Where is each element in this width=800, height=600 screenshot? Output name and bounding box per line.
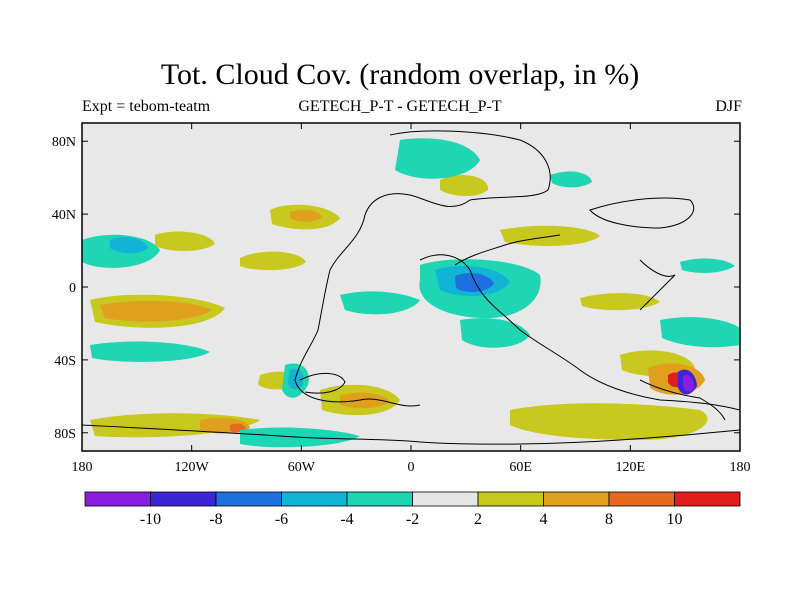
colorbar-label: -6 (275, 511, 288, 528)
colorbar-swatch (150, 491, 217, 507)
colorbar-label: -10 (140, 511, 161, 528)
colorbar-swatch (215, 491, 282, 507)
negative-anomaly-region (680, 258, 735, 273)
positive-anomaly-region (155, 231, 215, 251)
lat-tick-label: 40N (52, 208, 76, 223)
colorbar-swatch (281, 491, 348, 507)
positive-anomaly-region (510, 403, 708, 440)
coastline (639, 379, 726, 421)
coastline (299, 373, 346, 394)
lat-tick-label: 40S (54, 354, 76, 369)
colorbar-swatch (674, 491, 741, 507)
negative-anomaly-region-strong (288, 368, 304, 390)
colorbar-swatch (543, 491, 610, 507)
colorbar: -10 -8 -6 -4 -2 2 4 8 10 (84, 491, 741, 528)
coastline (454, 234, 561, 266)
colorbar-swatch (412, 491, 479, 507)
colorbar-label: 8 (605, 511, 613, 528)
coastline (639, 259, 676, 311)
coastline (419, 254, 740, 411)
negative-anomaly-region (460, 318, 530, 348)
chart-title: Tot. Cloud Cov. (random overlap, in %) (160, 58, 640, 91)
lon-tick-label: 180 (730, 460, 751, 475)
lon-tick-label: 60W (288, 460, 316, 475)
axis-ticks: 180 120W 60W 0 60E 120E 180 80N 40N 0 40S 80S (52, 123, 751, 475)
positive-anomaly-region-strong (100, 300, 212, 322)
colorbar-swatch (346, 491, 413, 507)
season-label: DJF (715, 98, 742, 115)
negative-anomaly-region (395, 138, 480, 179)
negative-anomaly-peak (683, 374, 694, 392)
lon-tick-label: 60E (509, 460, 532, 475)
experiment-label: Expt = tebom-teatm (82, 98, 211, 115)
negative-anomaly-region (340, 291, 420, 315)
colorbar-label: 4 (540, 511, 548, 528)
negative-anomaly-region (660, 317, 740, 348)
colorbar-label: -8 (209, 511, 222, 528)
lat-tick-label: 80N (52, 135, 76, 150)
colorbar-label: -4 (340, 511, 353, 528)
lat-tick-label: 0 (69, 281, 76, 296)
positive-anomaly-region (580, 293, 660, 311)
coastline (82, 424, 740, 445)
positive-anomaly-region (440, 175, 489, 197)
coastline-outlines (82, 130, 740, 445)
negative-anomaly-region-strong (110, 237, 148, 254)
colorbar-swatch (477, 491, 544, 507)
colorbar-swatch (608, 491, 675, 507)
positive-anomaly-region (240, 251, 306, 271)
positive-anomaly-region (500, 225, 600, 246)
dataset-label: GETECH_P-T - GETECH_P-T (298, 98, 502, 115)
negative-anomaly-region (90, 341, 210, 362)
lat-tick-label: 80S (54, 427, 76, 442)
colorbar-swatch (84, 491, 151, 507)
lon-tick-label: 180 (72, 460, 93, 475)
coastline (294, 130, 551, 407)
lon-tick-label: 120E (616, 460, 646, 475)
lon-tick-label: 0 (408, 460, 415, 475)
lon-tick-label: 120W (175, 460, 210, 475)
map-background (82, 123, 740, 451)
colorbar-label: 2 (474, 511, 482, 528)
coastline (589, 197, 695, 229)
negative-anomaly-core (455, 273, 494, 293)
colorbar-label: -2 (406, 511, 419, 528)
colorbar-label: 10 (667, 511, 683, 528)
positive-anomaly-region-strong (290, 210, 322, 222)
negative-anomaly-region (550, 171, 592, 188)
positive-anomaly-region-strong (340, 392, 390, 409)
